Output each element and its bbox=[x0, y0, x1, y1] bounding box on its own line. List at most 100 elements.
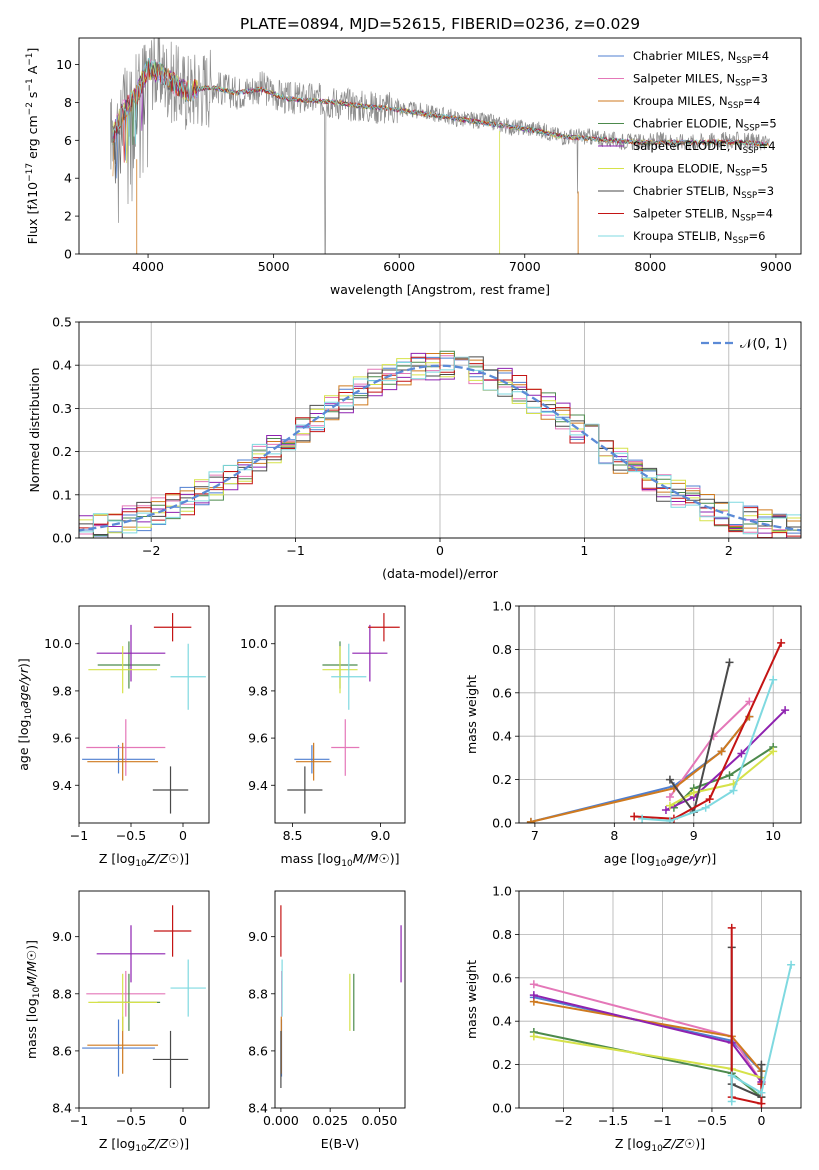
weight-marker bbox=[665, 801, 674, 810]
plot-area bbox=[287, 613, 400, 814]
y-tick-label: 0.4 bbox=[492, 1014, 512, 1029]
axes-frame bbox=[78, 605, 210, 824]
y-tick-label: 8.6 bbox=[248, 1043, 268, 1058]
axes-frame bbox=[518, 605, 802, 824]
plot-area bbox=[526, 638, 790, 823]
weight-line bbox=[665, 709, 786, 811]
x-tick-label: −2 bbox=[554, 1113, 572, 1128]
weight-marker bbox=[689, 788, 698, 797]
y-tick-label: 0.3 bbox=[52, 401, 72, 416]
x-tick-label: 4000 bbox=[132, 259, 164, 274]
x-tick-label: −1 bbox=[70, 828, 88, 843]
x-axis-label: Z [log10Z/Z☉)] bbox=[615, 1136, 705, 1154]
x-tick-label: 7 bbox=[531, 828, 539, 843]
weight-line bbox=[530, 716, 751, 823]
weight-marker bbox=[757, 1060, 766, 1069]
x-tick-label: −1 bbox=[653, 1113, 671, 1128]
x-tick-label: 8.5 bbox=[283, 828, 303, 843]
x-tick-label: 8000 bbox=[634, 259, 666, 274]
x-tick-label: 9.0 bbox=[370, 828, 390, 843]
weight-marker bbox=[757, 1088, 766, 1097]
x-tick-label: −2 bbox=[142, 543, 160, 558]
x-tick-label: −1.5 bbox=[598, 1113, 628, 1128]
x-tick-label: 9000 bbox=[760, 259, 792, 274]
y-tick-label: 0.2 bbox=[492, 772, 512, 787]
weight-marker bbox=[717, 747, 726, 756]
x-axis-label: (data-model)/error bbox=[382, 566, 499, 581]
plot-area bbox=[529, 923, 796, 1108]
x-tick-label: 10 bbox=[765, 828, 781, 843]
x-tick-label: 0 bbox=[179, 828, 187, 843]
residual-histogram bbox=[79, 356, 801, 538]
y-tick-label: 4 bbox=[64, 171, 72, 186]
y-tick-label: 0.6 bbox=[492, 685, 512, 700]
x-tick-label: 5000 bbox=[258, 259, 290, 274]
axes-frame bbox=[78, 37, 802, 255]
y-tick-label: 9.6 bbox=[52, 731, 72, 746]
legend-label: Kroupa MILES, NSSP=4 bbox=[633, 94, 760, 111]
plot-area bbox=[79, 350, 801, 538]
x-tick-label: 9 bbox=[690, 828, 698, 843]
spectrum-model-line bbox=[112, 57, 769, 147]
y-tick-label: 10.0 bbox=[44, 636, 72, 651]
axes-frame bbox=[78, 890, 210, 1109]
x-tick-label: 0 bbox=[179, 1113, 187, 1128]
weight-marker bbox=[725, 771, 734, 780]
x-axis-label: mass [log10M/M☉)] bbox=[281, 851, 400, 869]
weight-marker bbox=[701, 803, 710, 812]
x-tick-label: −0.5 bbox=[697, 1113, 727, 1128]
y-tick-label: 9.4 bbox=[52, 778, 72, 793]
axes-frame bbox=[274, 605, 406, 824]
y-tick-label: 0.4 bbox=[492, 729, 512, 744]
legend-label: 𝒩(0, 1) bbox=[740, 337, 787, 352]
weight-marker bbox=[705, 795, 714, 804]
weight-marker bbox=[745, 697, 754, 706]
spectrum-data-line bbox=[110, 38, 770, 254]
weight-marker bbox=[769, 747, 778, 756]
y-tick-label: 0.0 bbox=[52, 531, 72, 546]
weight-marker bbox=[630, 812, 639, 821]
y-axis-label: mass [log10M/M☉)] bbox=[24, 940, 42, 1059]
y-tick-label: 0.5 bbox=[52, 315, 72, 330]
y-tick-label: 9.8 bbox=[248, 683, 268, 698]
weight-marker bbox=[529, 1032, 538, 1041]
x-tick-label: 0.050 bbox=[361, 1113, 397, 1128]
plot-area bbox=[82, 905, 206, 1089]
plot-area bbox=[82, 613, 206, 814]
y-tick-label: 9.0 bbox=[52, 929, 72, 944]
y-tick-label: 0.2 bbox=[492, 1057, 512, 1072]
y-axis-label: age [log10age/yr)] bbox=[16, 658, 34, 770]
weight-marker bbox=[727, 1097, 736, 1106]
weight-marker bbox=[757, 1099, 766, 1108]
legend-label: Chabrier ELODIE, NSSP=5 bbox=[633, 117, 777, 134]
y-tick-label: 10 bbox=[56, 57, 72, 72]
plot-layer: 4000 5000 6000 7000 8000 90000246810wavelengt… bbox=[16, 37, 802, 1154]
y-axis-label: mass weight bbox=[464, 675, 479, 754]
spectrum-model-line bbox=[112, 59, 769, 163]
weight-line bbox=[730, 964, 793, 1102]
x-tick-label: 0 bbox=[757, 1113, 765, 1128]
y-tick-label: 9.0 bbox=[248, 929, 268, 944]
y-tick-label: 9.8 bbox=[52, 683, 72, 698]
y-tick-label: 0.8 bbox=[492, 642, 512, 657]
y-axis-label: Normed distribution bbox=[27, 368, 42, 493]
y-tick-label: 1.0 bbox=[492, 599, 512, 614]
axes-frame bbox=[518, 890, 802, 1109]
x-axis-label: age [log10age/yr)] bbox=[604, 851, 716, 869]
y-tick-label: 10.0 bbox=[240, 636, 268, 651]
legend-label: Salpeter ELODIE, NSSP=4 bbox=[633, 139, 776, 156]
x-tick-label: 0 bbox=[436, 543, 444, 558]
y-tick-label: 8.4 bbox=[52, 1101, 72, 1116]
weight-marker bbox=[729, 786, 738, 795]
weight-marker bbox=[777, 638, 786, 647]
x-tick-label: 0.000 bbox=[263, 1113, 299, 1128]
weight-marker bbox=[529, 991, 538, 1000]
weight-marker bbox=[727, 923, 736, 932]
x-tick-label: 0.025 bbox=[312, 1113, 348, 1128]
y-tick-label: 0.1 bbox=[52, 487, 72, 502]
y-tick-label: 8.8 bbox=[52, 986, 72, 1001]
y-tick-label: 0.2 bbox=[52, 444, 72, 459]
y-tick-label: 8.8 bbox=[248, 986, 268, 1001]
legend-label: Kroupa STELIB, NSSP=6 bbox=[633, 229, 765, 246]
